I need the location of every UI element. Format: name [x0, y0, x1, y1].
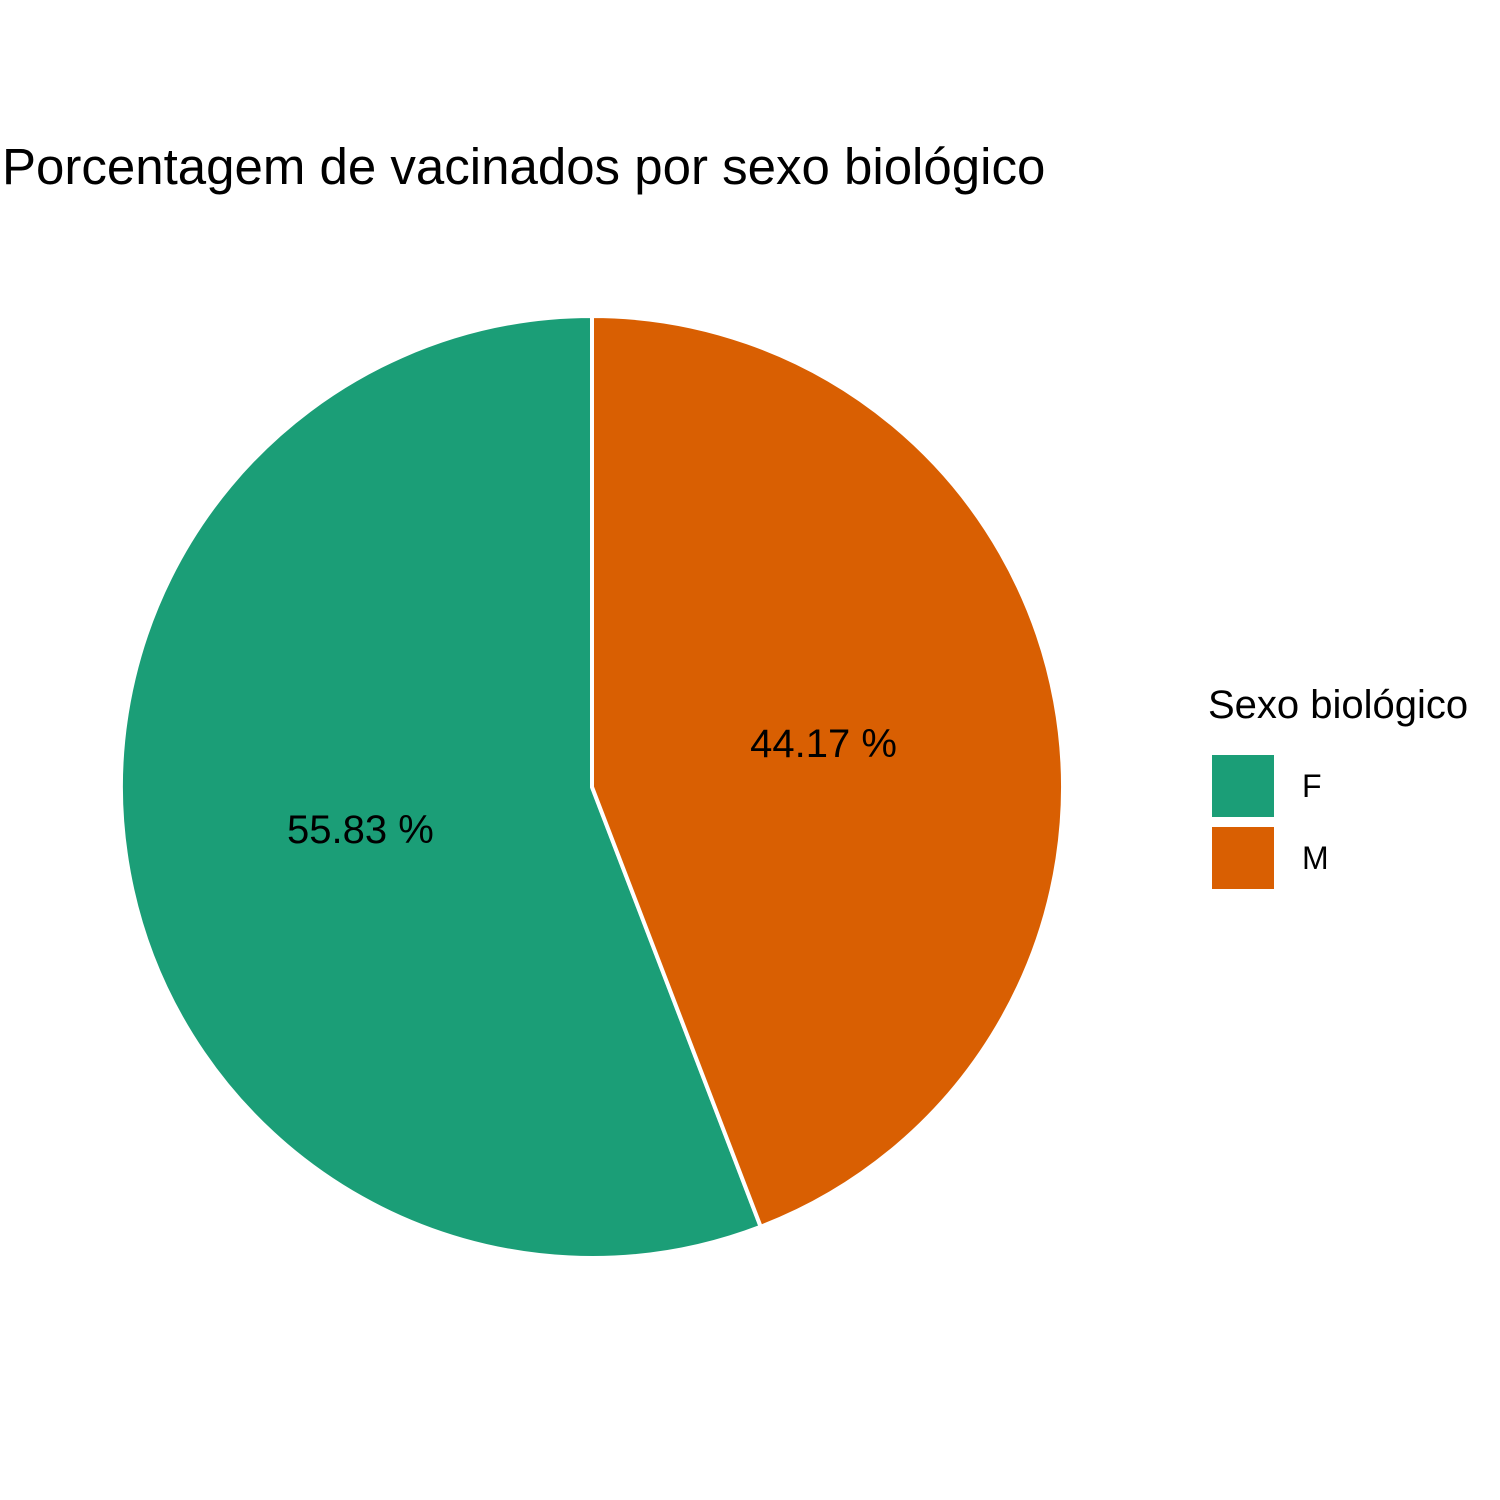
legend-title: Sexo biológico [1208, 683, 1469, 727]
legend-swatch-f [1212, 755, 1274, 817]
pie-labels: 55.83 % 44.17 % [287, 722, 897, 852]
legend: Sexo biológico F M [1208, 680, 1468, 894]
pie-slice-m [590, 314, 1065, 1229]
slice-label-m: 44.17 % [750, 722, 897, 766]
legend-label-m: M [1302, 840, 1329, 876]
legend-item-f: F [1212, 750, 1468, 822]
slice-label-f: 55.83 % [287, 808, 434, 852]
chart-title: Porcentagem de vacinados por sexo biológ… [2, 138, 1046, 195]
legend-swatch-m [1212, 827, 1274, 889]
pie-slice-f [119, 314, 763, 1260]
pie-slices [119, 314, 1065, 1260]
legend-item-m: M [1212, 822, 1468, 894]
legend-label-f: F [1302, 768, 1322, 804]
